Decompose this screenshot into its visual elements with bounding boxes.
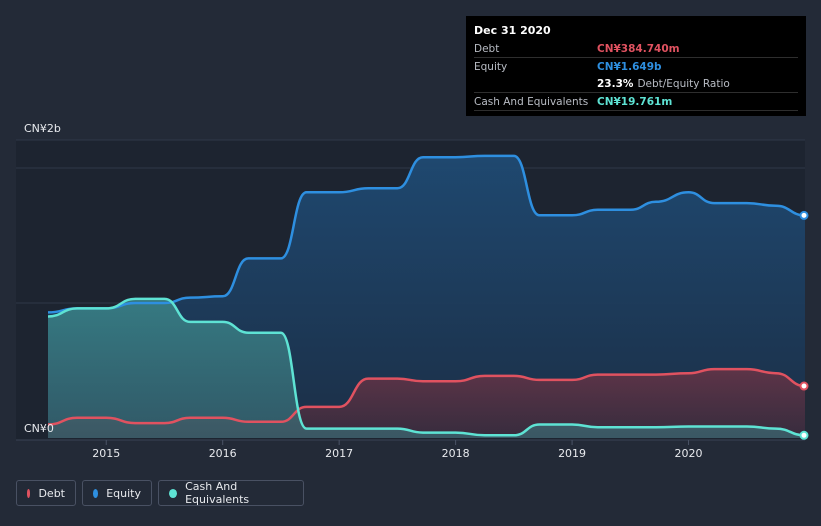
legend: Debt Equity Cash And Equivalents (16, 480, 304, 506)
legend-dot-equity (93, 488, 99, 498)
x-tick-label-2015: 2015 (92, 447, 120, 460)
legend-dot-debt (27, 488, 31, 498)
tooltip-debt-value: CN¥384.740m (597, 42, 680, 55)
x-tick-label-2018: 2018 (442, 447, 470, 460)
tooltip-cash-value: CN¥19.761m (597, 95, 673, 108)
y-tick-label-zero: CN¥0 (24, 422, 54, 435)
tooltip-debt-row: Debt CN¥384.740m (474, 40, 798, 58)
tooltip-ratio-row: 23.3% Debt/Equity Ratio (474, 75, 798, 93)
tooltip-cash-label: Cash And Equivalents (474, 95, 589, 108)
debt-endpoint (799, 381, 809, 391)
cash-area (48, 298, 805, 438)
x-tick-label-2016: 2016 (209, 447, 237, 460)
tooltip-panel: Dec 31 2020 Debt CN¥384.740m Equity CN¥1… (466, 16, 806, 116)
legend-dot-cash (169, 488, 178, 498)
x-tick-label-2019: 2019 (558, 447, 586, 460)
legend-item-cash[interactable]: Cash And Equivalents (158, 480, 304, 506)
tooltip-equity-value: CN¥1.649b (597, 60, 662, 73)
legend-label-debt: Debt (38, 486, 65, 500)
legend-label-equity: Equity (106, 486, 141, 500)
equity-line (47, 154, 806, 314)
legend-label-cash: Cash And Equivalents (185, 480, 250, 506)
y-tick-label-top: CN¥2b (24, 122, 61, 135)
x-tick-label-2020: 2020 (675, 447, 703, 460)
debt-line (47, 367, 806, 426)
tooltip-debt-label: Debt (474, 42, 500, 55)
tooltip-cash-row: Cash And Equivalents CN¥19.761m (474, 93, 798, 111)
x-tick-label-2017: 2017 (325, 447, 353, 460)
equity-endpoint (799, 210, 809, 220)
tooltip-date: Dec 31 2020 (474, 24, 551, 37)
tooltip-equity-label: Equity (474, 60, 508, 73)
cash-endpoint (799, 430, 809, 440)
legend-item-debt[interactable]: Debt (16, 480, 76, 506)
tooltip-equity-row: Equity CN¥1.649b (474, 58, 798, 75)
tooltip-ratio-value: 23.3% (597, 77, 634, 90)
tooltip-ratio-label: Debt/Equity Ratio (637, 77, 730, 90)
legend-item-equity[interactable]: Equity (82, 480, 152, 506)
cash-line (47, 297, 806, 437)
